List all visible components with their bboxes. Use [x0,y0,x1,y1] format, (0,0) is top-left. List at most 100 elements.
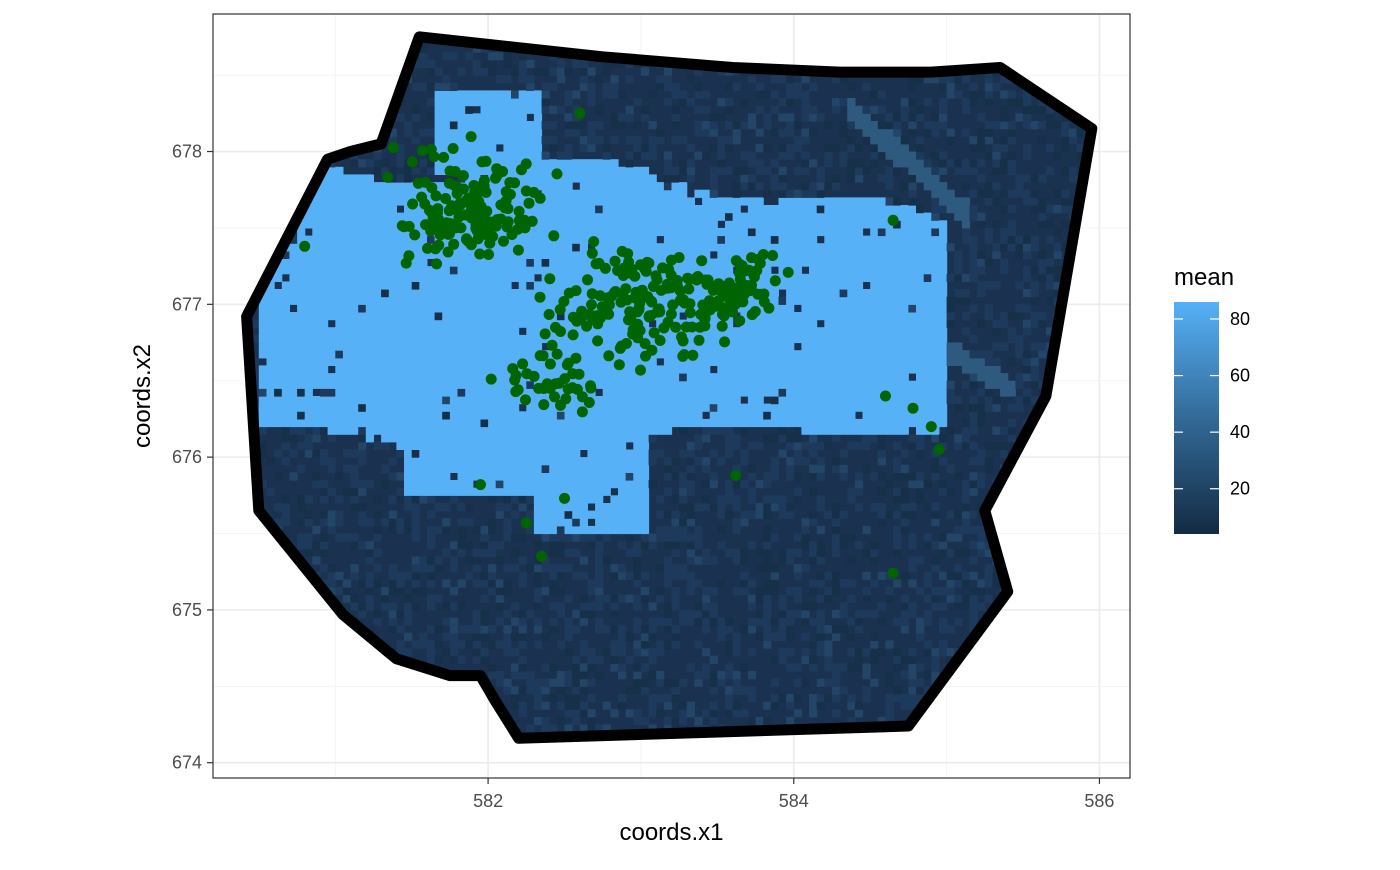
raster-cell [649,220,657,228]
raster-cell [328,411,336,419]
raster-cell [779,259,787,267]
raster-cell [595,190,603,198]
raster-cell [610,518,618,526]
raster-cell [557,518,565,526]
raster-cell [488,197,496,205]
raster-cell [343,450,351,458]
raster-cell [259,228,267,236]
raster-cell [534,106,542,114]
raster-cell [557,243,565,251]
raster-cell [442,106,450,114]
raster-cell [717,396,725,404]
raster-cell [603,747,611,755]
raster-cell [801,320,809,328]
raster-cell [366,747,374,755]
raster-cell [664,564,672,572]
raster-cell [733,45,741,53]
raster-cell [779,343,787,351]
raster-cell [786,648,794,656]
raster-cell [496,556,504,564]
raster-cell [763,320,771,328]
raster-cell [603,228,611,236]
raster-cell [297,259,305,267]
raster-cell [649,396,657,404]
raster-cell [343,411,351,419]
raster-cell [771,633,779,641]
raster-cell [442,98,450,106]
raster-cell [358,213,366,221]
raster-cell [320,404,328,412]
raster-cell [274,174,282,182]
raster-cell [664,511,672,519]
raster-cell [351,740,359,748]
raster-cell [626,205,634,213]
raster-cell [572,266,580,274]
raster-cell [542,587,550,595]
raster-cell [496,465,504,473]
raster-cell [756,213,764,221]
raster-cell [473,457,481,465]
raster-cell [335,289,343,297]
raster-cell [366,159,374,167]
raster-cell [542,68,550,76]
raster-cell [396,388,404,396]
raster-cell [343,388,351,396]
raster-cell [809,434,817,442]
raster-cell [771,381,779,389]
raster-cell [801,373,809,381]
raster-cell [756,182,764,190]
raster-cell [763,641,771,649]
raster-cell [702,121,710,129]
raster-cell [549,618,557,626]
raster-cell [641,228,649,236]
raster-cell [381,335,389,343]
raster-cell [801,274,809,282]
raster-cell [656,618,664,626]
raster-cell [404,213,412,221]
raster-cell [442,702,450,710]
raster-cell [282,335,290,343]
raster-cell [809,388,817,396]
raster-cell [587,480,595,488]
raster-cell [794,411,802,419]
raster-cell [374,427,382,435]
raster-cell [274,289,282,297]
raster-cell [496,251,504,259]
raster-cell [679,618,687,626]
raster-cell [503,442,511,450]
raster-cell [649,190,657,198]
raster-cell [228,343,236,351]
raster-cell [633,747,641,755]
raster-cell [289,625,297,633]
raster-cell [351,488,359,496]
raster-cell [267,45,275,53]
raster-cell [664,75,672,83]
raster-cell [465,304,473,312]
raster-cell [267,671,275,679]
raster-cell [526,343,534,351]
raster-cell [236,534,244,542]
raster-cell [511,671,519,679]
raster-cell [549,663,557,671]
raster-cell [511,297,519,305]
raster-cell [366,709,374,717]
raster-cell [236,457,244,465]
raster-cell [748,694,756,702]
raster-cell [710,243,718,251]
raster-cell [458,625,466,633]
raster-cell [565,236,573,244]
raster-cell [779,320,787,328]
raster-cell [664,610,672,618]
raster-cell [794,495,802,503]
raster-cell [442,52,450,60]
raster-cell [809,259,817,267]
raster-cell [289,274,297,282]
raster-cell [236,213,244,221]
raster-cell [335,259,343,267]
raster-cell [374,152,382,160]
raster-cell [511,98,519,106]
raster-cell [733,404,741,412]
raster-cell [756,442,764,450]
raster-cell [450,641,458,649]
raster-cell [557,472,565,480]
